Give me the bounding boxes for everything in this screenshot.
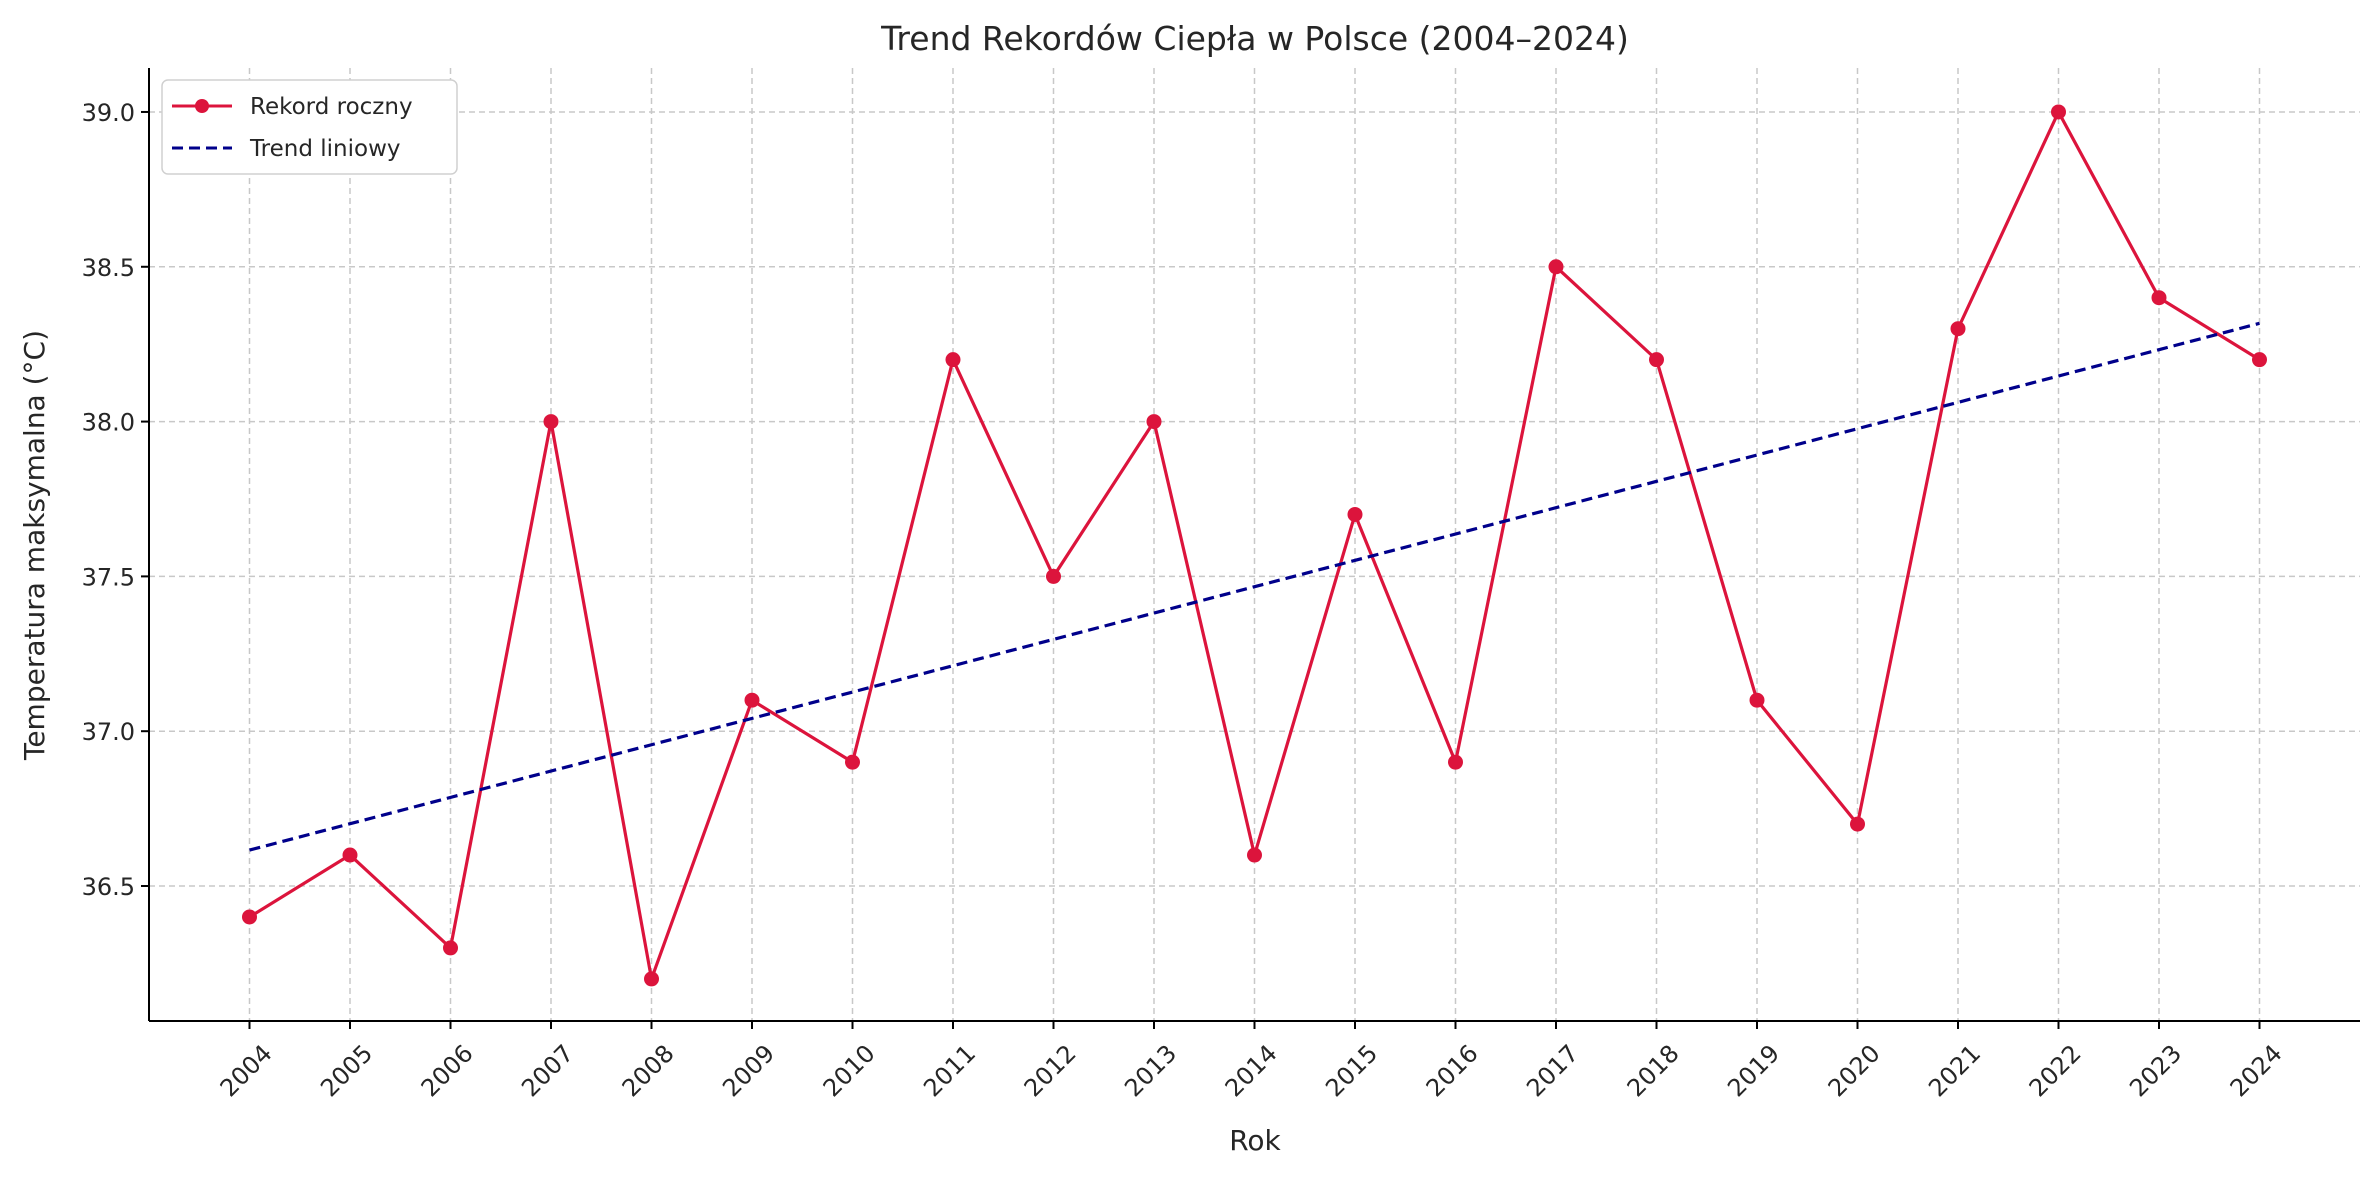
data-point-2011 (945, 352, 961, 368)
x-tick-label: 2012 (1019, 1039, 1082, 1102)
x-tick-label: 2014 (1220, 1039, 1283, 1102)
x-tick-label: 2016 (1421, 1039, 1484, 1102)
x-tick-label: 2007 (516, 1039, 579, 1102)
trend-line (249, 321, 2260, 852)
x-tick-label: 2013 (1119, 1039, 1182, 1102)
legend: Rekord roczny Trend liniowy (161, 79, 458, 175)
data-point-2019 (1749, 692, 1765, 708)
x-tick-label: 2024 (2225, 1039, 2288, 1102)
x-tick-label: 2017 (1521, 1039, 1584, 1102)
data-point-2016 (1448, 754, 1463, 770)
data-point-2009 (744, 692, 760, 708)
x-tick-label: 2009 (717, 1039, 780, 1102)
y-tick-label: 39.0 (82, 99, 135, 127)
legend-marker-rekord (195, 99, 209, 113)
data-point-2008 (644, 971, 659, 987)
data-point-2022 (2051, 104, 2066, 120)
legend-box (161, 79, 458, 175)
x-tick-label: 2021 (1923, 1039, 1986, 1102)
data-point-2023 (2151, 290, 2167, 306)
data-point-2013 (1146, 414, 1162, 430)
data-point-2012 (1046, 568, 1061, 584)
x-tick-label: 2022 (2024, 1039, 2087, 1102)
data-point-2007 (543, 414, 559, 430)
x-tick-label: 2015 (1320, 1039, 1383, 1102)
x-tick-label: 2020 (1823, 1039, 1886, 1102)
x-tick-label: 2005 (315, 1039, 378, 1102)
x-tick-label: 2006 (416, 1039, 479, 1102)
y-tick-label: 37.0 (82, 718, 135, 746)
data-point-2010 (845, 754, 860, 770)
data-point-2005 (342, 847, 358, 863)
x-tick-label: 2018 (1622, 1039, 1685, 1102)
data-point-2014 (1247, 847, 1262, 863)
data-point-2017 (1548, 259, 1564, 275)
x-tick-label: 2019 (1722, 1039, 1785, 1102)
x-tick-label: 2010 (818, 1039, 881, 1102)
data-point-2015 (1347, 506, 1363, 522)
y-axis-label: Temperatura maksymalna (°C) (18, 330, 51, 761)
legend-label-trend: Trend liniowy (249, 136, 401, 162)
x-tick-label: 2023 (2124, 1039, 2187, 1102)
data-point-2018 (1649, 352, 1664, 368)
y-tick-label: 38.0 (82, 409, 135, 437)
data-point-2020 (1850, 816, 1865, 832)
x-tick-label: 2004 (215, 1039, 278, 1102)
chart-title: Trend Rekordów Ciepła w Polsce (2004–202… (880, 19, 1629, 58)
x-tick-label: 2008 (617, 1039, 680, 1102)
legend-label-rekord: Rekord roczny (250, 94, 413, 120)
x-tick-label: 2011 (918, 1039, 981, 1102)
y-tick-label: 38.5 (82, 254, 135, 282)
x-axis-label: Rok (1229, 1124, 1281, 1157)
data-point-2021 (1950, 321, 1966, 337)
y-tick-label: 37.5 (82, 563, 135, 591)
y-tick-label: 36.5 (82, 873, 135, 901)
data-point-2004 (242, 909, 257, 925)
data-point-2006 (443, 940, 458, 956)
data-point-2024 (2252, 352, 2267, 368)
